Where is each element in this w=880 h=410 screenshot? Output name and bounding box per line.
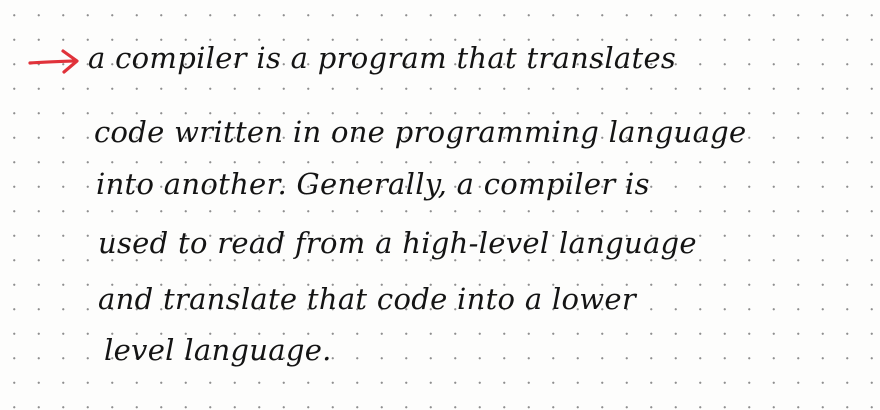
note-line-5: and translate that code into a lower xyxy=(98,282,637,316)
note-line-6: level language. xyxy=(104,333,332,367)
note-line-3: into another. Generally, a compiler is xyxy=(96,167,650,201)
note-line-2: code written in one programming language xyxy=(94,115,747,149)
note-line-4: used to read from a high-level language xyxy=(98,226,697,260)
note-line-1: a compiler is a program that translates xyxy=(88,41,677,75)
right-arrow-icon xyxy=(28,49,79,74)
